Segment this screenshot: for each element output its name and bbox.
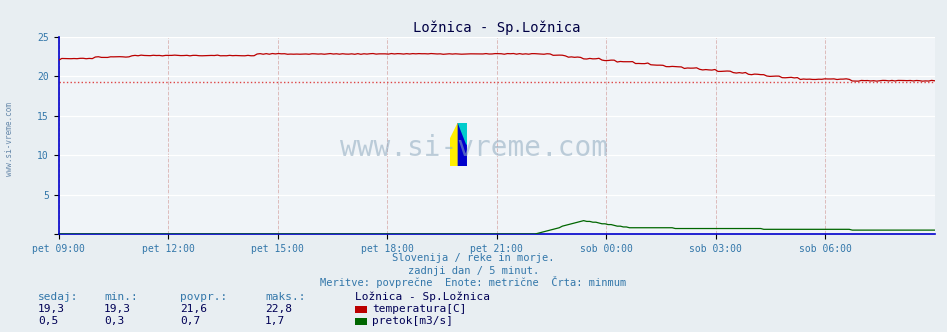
Text: maks.:: maks.: bbox=[265, 292, 306, 302]
Polygon shape bbox=[458, 123, 467, 166]
Text: 19,3: 19,3 bbox=[38, 304, 65, 314]
Text: 22,8: 22,8 bbox=[265, 304, 293, 314]
Text: 21,6: 21,6 bbox=[180, 304, 207, 314]
Text: povpr.:: povpr.: bbox=[180, 292, 227, 302]
Text: Slovenija / reke in morje.: Slovenija / reke in morje. bbox=[392, 253, 555, 263]
Text: Ložnica - Sp.Ložnica: Ložnica - Sp.Ložnica bbox=[355, 292, 491, 302]
Text: 19,3: 19,3 bbox=[104, 304, 132, 314]
Text: pretok[m3/s]: pretok[m3/s] bbox=[372, 316, 454, 326]
Text: 0,5: 0,5 bbox=[38, 316, 58, 326]
Text: min.:: min.: bbox=[104, 292, 138, 302]
Text: www.si-vreme.com: www.si-vreme.com bbox=[340, 134, 607, 162]
Text: zadnji dan / 5 minut.: zadnji dan / 5 minut. bbox=[408, 266, 539, 276]
Text: 0,7: 0,7 bbox=[180, 316, 200, 326]
Text: sedaj:: sedaj: bbox=[38, 292, 79, 302]
Text: 0,3: 0,3 bbox=[104, 316, 124, 326]
Text: temperatura[C]: temperatura[C] bbox=[372, 304, 467, 314]
Polygon shape bbox=[458, 123, 467, 144]
Title: Ložnica - Sp.Ložnica: Ložnica - Sp.Ložnica bbox=[413, 21, 581, 35]
Text: 1,7: 1,7 bbox=[265, 316, 285, 326]
Polygon shape bbox=[450, 123, 458, 166]
Text: www.si-vreme.com: www.si-vreme.com bbox=[5, 103, 14, 176]
Text: Meritve: povprečne  Enote: metrične  Črta: minmum: Meritve: povprečne Enote: metrične Črta:… bbox=[320, 276, 627, 288]
